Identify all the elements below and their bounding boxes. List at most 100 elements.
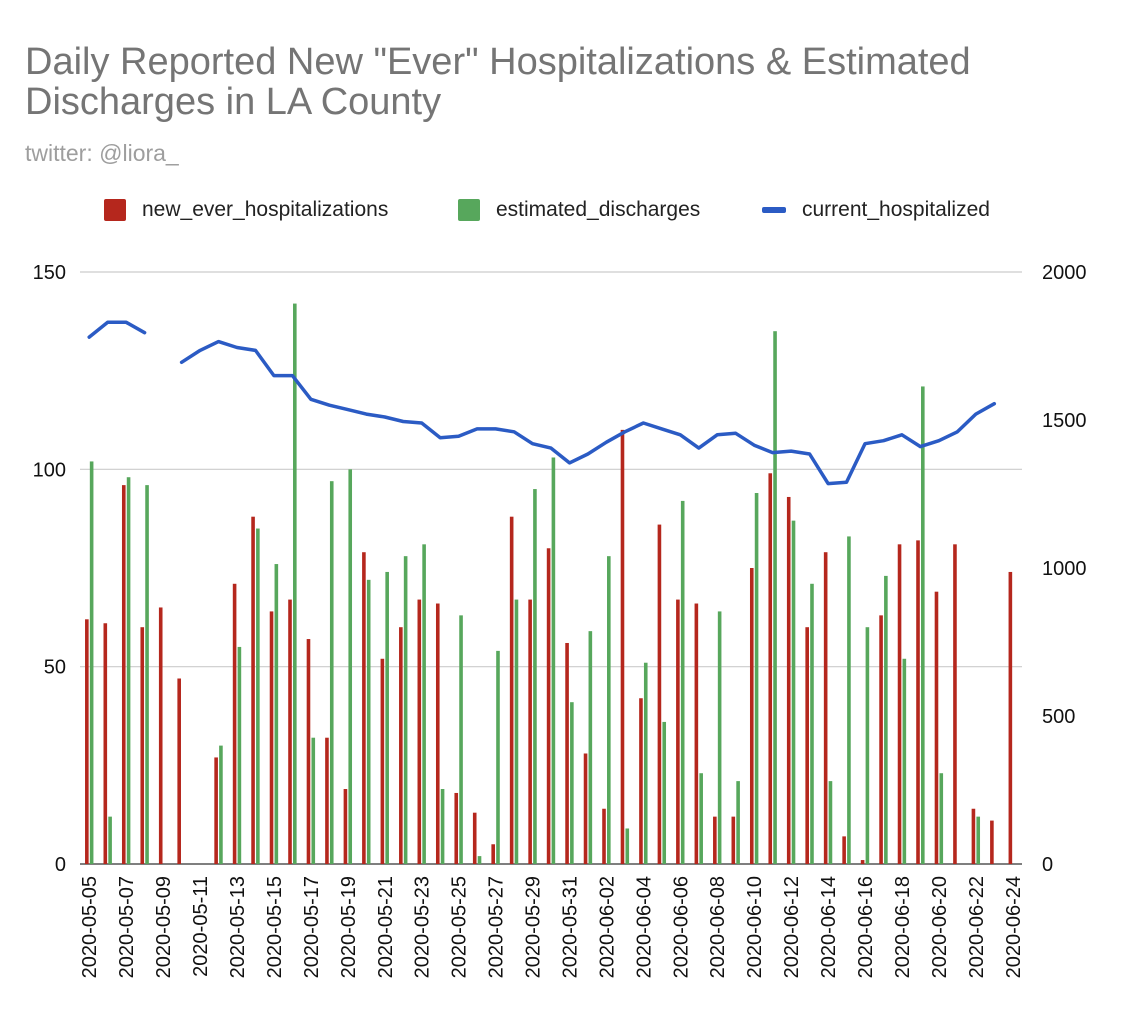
- bar-new-ever-hospitalizations: [454, 792, 459, 864]
- bar-new-ever-hospitalizations: [657, 524, 662, 864]
- y-right-tick-label: 1500: [1042, 410, 1087, 432]
- y-left-tick-label: 0: [55, 854, 66, 876]
- legend-item-current-hospitalized[interactable]: current_hospitalized: [762, 198, 990, 222]
- legend-item-new-ever-hospitalizations[interactable]: new_ever_hospitalizations: [104, 198, 388, 222]
- bar-new-ever-hospitalizations: [953, 544, 957, 864]
- bar-new-ever-hospitalizations: [269, 611, 274, 864]
- bar-estimated-discharges: [810, 583, 814, 864]
- bar-estimated-discharges: [311, 737, 316, 864]
- bar-estimated-discharges: [902, 658, 907, 864]
- x-tick-label: 2020-06-16: [855, 876, 877, 978]
- bar-new-ever-hospitalizations: [85, 619, 89, 864]
- x-tick-label: 2020-05-07: [116, 876, 138, 978]
- x-tick-label: 2020-06-12: [781, 876, 803, 978]
- bar-estimated-discharges: [108, 816, 112, 864]
- x-tick-label: 2020-05-23: [412, 876, 434, 978]
- bar-estimated-discharges: [293, 303, 297, 864]
- bar-estimated-discharges: [847, 536, 851, 864]
- bar-new-ever-hospitalizations: [897, 544, 902, 864]
- bar-new-ever-hospitalizations: [362, 552, 366, 864]
- bar-estimated-discharges: [625, 828, 630, 864]
- bar-estimated-discharges: [791, 520, 796, 864]
- bar-estimated-discharges: [459, 615, 463, 864]
- bar-new-ever-hospitalizations: [842, 836, 846, 864]
- y-right-tick-label: 0: [1042, 854, 1053, 876]
- y-right-tick-label: 500: [1042, 706, 1075, 728]
- legend-label: new_ever_hospitalizations: [142, 198, 389, 221]
- x-tick-label: 2020-05-19: [338, 876, 360, 978]
- bar-new-ever-hospitalizations: [121, 485, 126, 864]
- bar-estimated-discharges: [237, 646, 242, 864]
- bar-estimated-discharges: [496, 650, 500, 864]
- bar-new-ever-hospitalizations: [399, 627, 403, 864]
- x-tick-label: 2020-05-13: [227, 876, 249, 978]
- bar-new-ever-hospitalizations: [325, 737, 329, 864]
- x-tick-label: 2020-05-17: [301, 876, 323, 978]
- bar-new-ever-hospitalizations: [417, 599, 422, 864]
- bar-new-ever-hospitalizations: [103, 623, 108, 864]
- bar-estimated-discharges: [976, 816, 981, 864]
- bar-new-ever-hospitalizations: [786, 496, 791, 864]
- legend-item-estimated-discharges[interactable]: estimated_discharges: [458, 198, 700, 222]
- x-tick-label: 2020-05-11: [190, 876, 212, 977]
- x-tick-label: 2020-06-18: [892, 876, 914, 978]
- bar-estimated-discharges: [939, 773, 944, 864]
- bar-new-ever-hospitalizations: [879, 615, 883, 864]
- chart-title: Daily Reported New "Ever" Hospitalizatio…: [25, 41, 971, 123]
- bar-new-ever-hospitalizations: [158, 607, 163, 864]
- x-tick-label: 2020-05-27: [486, 876, 508, 978]
- bar-estimated-discharges: [366, 579, 371, 864]
- legend-swatch-green: [458, 199, 480, 221]
- bar-estimated-discharges: [699, 773, 703, 864]
- bar-new-ever-hospitalizations: [916, 540, 920, 864]
- bar-new-ever-hospitalizations: [491, 844, 495, 864]
- x-tick-label: 2020-06-02: [596, 876, 618, 978]
- bar-new-ever-hospitalizations: [288, 599, 292, 864]
- bar-estimated-discharges: [219, 745, 223, 864]
- bar-new-ever-hospitalizations: [380, 658, 385, 864]
- legend-label: estimated_discharges: [496, 198, 701, 221]
- x-tick-label: 2020-05-31: [560, 876, 582, 978]
- bar-new-ever-hospitalizations: [472, 812, 477, 864]
- bar-new-ever-hospitalizations: [435, 603, 440, 864]
- bar-estimated-discharges: [256, 528, 260, 864]
- bar-estimated-discharges: [588, 631, 593, 864]
- bar-estimated-discharges: [533, 489, 537, 864]
- bar-estimated-discharges: [662, 721, 667, 864]
- x-tick-label: 2020-06-20: [929, 876, 951, 978]
- bar-estimated-discharges: [440, 789, 445, 864]
- bar-estimated-discharges: [274, 564, 279, 864]
- bar-new-ever-hospitalizations: [565, 642, 569, 864]
- bar-estimated-discharges: [754, 493, 759, 864]
- bar-estimated-discharges: [89, 461, 94, 864]
- bar-new-ever-hospitalizations: [934, 591, 939, 864]
- bar-estimated-discharges: [607, 556, 611, 864]
- line-current-hospitalized: [87, 320, 147, 339]
- x-tick-label: 2020-06-08: [707, 876, 729, 978]
- y-right-tick-label: 2000: [1042, 262, 1087, 284]
- bar-new-ever-hospitalizations: [546, 548, 551, 864]
- x-tick-label: 2020-05-09: [153, 876, 175, 978]
- x-tick-label: 2020-05-15: [264, 876, 286, 978]
- bar-estimated-discharges: [570, 702, 574, 864]
- y-left-tick-label: 150: [33, 262, 66, 284]
- bar-new-ever-hospitalizations: [620, 429, 625, 864]
- bar-new-ever-hospitalizations: [583, 753, 588, 864]
- x-tick-label: 2020-05-21: [375, 876, 397, 978]
- bar-new-ever-hospitalizations: [251, 516, 255, 864]
- x-tick-label: 2020-06-04: [633, 876, 655, 978]
- bar-estimated-discharges: [145, 485, 149, 864]
- bar-new-ever-hospitalizations: [602, 808, 606, 864]
- bar-estimated-discharges: [329, 481, 334, 864]
- bar-estimated-discharges: [865, 627, 870, 864]
- bar-new-ever-hospitalizations: [528, 599, 532, 864]
- legend-label: current_hospitalized: [802, 198, 990, 221]
- bar-estimated-discharges: [551, 457, 556, 864]
- bar-estimated-discharges: [348, 469, 353, 864]
- bar-new-ever-hospitalizations: [768, 473, 773, 864]
- bar-new-ever-hospitalizations: [823, 552, 828, 864]
- bar-estimated-discharges: [736, 781, 740, 864]
- bar-estimated-discharges: [717, 611, 722, 864]
- x-tick-label: 2020-06-10: [744, 876, 766, 978]
